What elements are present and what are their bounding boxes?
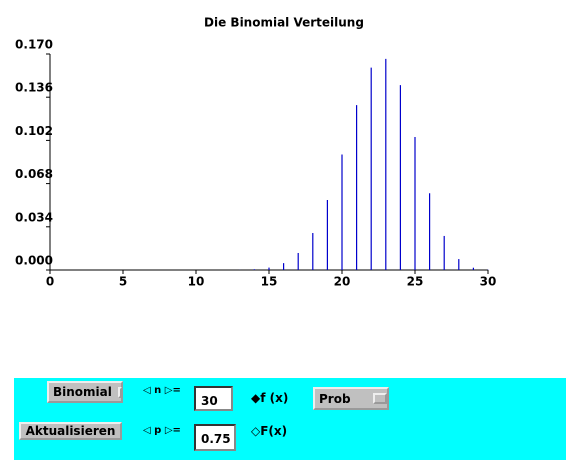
choice-indicator bbox=[117, 386, 122, 398]
n-stepper[interactable]: ◁ n ▷= bbox=[143, 385, 181, 396]
y-tick-label: 0.000 bbox=[15, 254, 53, 268]
x-tick-label: 20 bbox=[334, 275, 351, 289]
y-tick-label: 0.068 bbox=[15, 167, 53, 181]
radio-F-label: F(x) bbox=[260, 424, 288, 438]
radio-f[interactable]: ◆f (x) bbox=[251, 391, 289, 405]
choice-text: Prob bbox=[319, 391, 351, 406]
choice-text: Binomial bbox=[53, 385, 112, 399]
equals: = bbox=[172, 385, 181, 396]
chart: Die Binomial Verteilung 0.000 0.034 0.068 0… bbox=[15, 16, 497, 289]
equals: = bbox=[172, 425, 181, 436]
chart-title: Die Binomial Verteilung bbox=[204, 16, 364, 30]
x-tick-label: 5 bbox=[119, 275, 127, 289]
radio-f-label: f (x) bbox=[260, 391, 289, 405]
p-stepper[interactable]: ◁ p ▷= bbox=[143, 425, 181, 436]
p-label: p bbox=[154, 425, 162, 436]
n-label: n bbox=[154, 385, 162, 396]
x-tick-label: 25 bbox=[407, 275, 424, 289]
x-tick-label: 30 bbox=[480, 275, 497, 289]
radio-F[interactable]: ◇F(x) bbox=[251, 424, 288, 438]
y-tick-label: 0.102 bbox=[15, 124, 53, 138]
x-tick-label: 0 bbox=[46, 275, 54, 289]
y-tick-label: 0.170 bbox=[15, 38, 53, 52]
y-tick-label: 0.136 bbox=[15, 81, 53, 95]
update-button[interactable]: Aktualisieren bbox=[19, 422, 122, 440]
y-tick-label: 0.034 bbox=[15, 210, 53, 224]
x-tick-label: 10 bbox=[188, 275, 205, 289]
n-input[interactable]: 30 bbox=[194, 386, 233, 411]
x-tick-label: 15 bbox=[261, 275, 278, 289]
p-input[interactable]: 0.75 bbox=[194, 424, 236, 451]
choice-indicator bbox=[372, 393, 387, 404]
distribution-choice[interactable]: Binomial bbox=[47, 381, 123, 403]
mode-choice[interactable]: Prob bbox=[313, 387, 389, 410]
